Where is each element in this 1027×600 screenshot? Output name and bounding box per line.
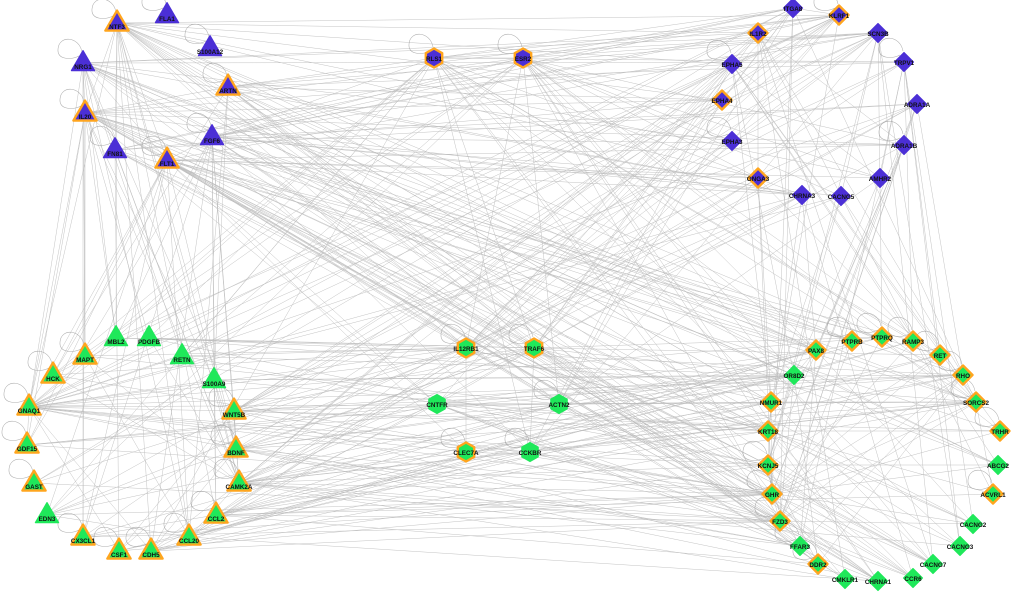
- svg-text:RHO: RHO: [956, 373, 970, 380]
- svg-text:RAMP3: RAMP3: [902, 339, 925, 346]
- svg-text:HCK: HCK: [46, 376, 60, 383]
- svg-text:CHRNA1: CHRNA1: [865, 579, 892, 586]
- svg-text:NMUR1: NMUR1: [760, 400, 783, 407]
- svg-text:TRHR: TRHR: [991, 429, 1009, 436]
- svg-text:PDGFB: PDGFB: [138, 339, 160, 346]
- svg-text:AMHR2: AMHR2: [869, 176, 892, 183]
- svg-text:ESR2: ESR2: [515, 56, 532, 63]
- svg-text:CACNG3: CACNG3: [947, 544, 974, 551]
- svg-text:S100A9: S100A9: [203, 381, 226, 388]
- svg-text:CX3CL1: CX3CL1: [71, 538, 96, 545]
- svg-text:IL1R2: IL1R2: [749, 31, 767, 38]
- svg-text:CAMK2A: CAMK2A: [226, 484, 253, 491]
- svg-text:FLA1: FLA1: [159, 16, 175, 23]
- svg-text:EDN3: EDN3: [39, 516, 56, 523]
- svg-text:CCKBR: CCKBR: [519, 450, 542, 457]
- svg-text:CACNG2: CACNG2: [960, 522, 987, 529]
- svg-text:EPHA3: EPHA3: [722, 139, 743, 146]
- svg-text:MBL2: MBL2: [107, 339, 125, 346]
- svg-text:FLT1: FLT1: [160, 161, 175, 168]
- svg-text:ACTN2: ACTN2: [549, 402, 570, 409]
- svg-text:CSF1: CSF1: [111, 552, 128, 559]
- svg-text:NTF3: NTF3: [109, 24, 125, 31]
- svg-text:KCNJ5: KCNJ5: [758, 463, 779, 470]
- svg-text:RETN: RETN: [173, 357, 191, 364]
- svg-text:CNTFR: CNTFR: [426, 402, 448, 409]
- svg-text:MAPT: MAPT: [76, 357, 94, 364]
- svg-text:ADRA1A: ADRA1A: [904, 102, 931, 109]
- svg-text:CCR6: CCR6: [904, 576, 922, 583]
- svg-text:FN81: FN81: [107, 151, 123, 158]
- svg-text:BDNF: BDNF: [227, 450, 245, 457]
- svg-text:SORCS2: SORCS2: [963, 400, 989, 407]
- svg-text:CMKLR1: CMKLR1: [832, 577, 859, 584]
- svg-text:SCN3B: SCN3B: [867, 31, 889, 38]
- svg-text:OR8D2: OR8D2: [784, 373, 805, 380]
- svg-text:CDH5: CDH5: [142, 552, 160, 559]
- svg-text:FGF6: FGF6: [204, 138, 221, 145]
- svg-text:KRT18: KRT18: [758, 429, 778, 436]
- svg-text:GHR: GHR: [765, 492, 779, 499]
- svg-text:NRG1: NRG1: [74, 64, 92, 71]
- svg-text:GNGA3: GNGA3: [747, 176, 770, 183]
- svg-text:PTPRQ: PTPRQ: [871, 335, 893, 342]
- svg-text:EPHA4: EPHA4: [712, 98, 733, 105]
- svg-text:CCL20: CCL20: [179, 538, 199, 545]
- svg-text:FZD3: FZD3: [772, 519, 788, 526]
- svg-text:EPHA5: EPHA5: [722, 62, 743, 69]
- svg-text:DDR2: DDR2: [809, 562, 827, 569]
- svg-text:RET: RET: [934, 353, 947, 360]
- svg-text:IL12RB1: IL12RB1: [453, 346, 479, 353]
- svg-text:ARTN: ARTN: [219, 88, 237, 95]
- svg-text:CLEC7A: CLEC7A: [453, 450, 479, 457]
- svg-text:RLS1: RLS1: [426, 56, 443, 63]
- svg-text:KLRF1: KLRF1: [829, 13, 850, 20]
- svg-text:ADRA1B: ADRA1B: [891, 143, 918, 150]
- svg-text:CCL2: CCL2: [208, 516, 225, 523]
- svg-text:WNT5B: WNT5B: [223, 412, 246, 419]
- svg-text:GNAQ1: GNAQ1: [18, 408, 41, 415]
- svg-text:CHRNA3: CHRNA3: [789, 193, 816, 200]
- svg-text:ACVRL1: ACVRL1: [980, 492, 1006, 499]
- svg-text:CACNG5: CACNG5: [828, 194, 855, 201]
- svg-text:TRAF6: TRAF6: [524, 346, 545, 353]
- svg-text:ITGA8: ITGA8: [784, 6, 803, 13]
- svg-text:S100A12: S100A12: [197, 49, 224, 56]
- svg-text:TRPV1: TRPV1: [894, 60, 915, 67]
- svg-text:GAST: GAST: [25, 484, 43, 491]
- svg-text:FFAR3: FFAR3: [790, 544, 810, 551]
- svg-text:PTPRB: PTPRB: [841, 339, 863, 346]
- svg-text:ABCG2: ABCG2: [987, 463, 1010, 470]
- svg-text:GDF15: GDF15: [17, 446, 38, 453]
- svg-text:PAX8: PAX8: [808, 348, 824, 355]
- svg-text:IL20: IL20: [79, 114, 92, 121]
- svg-text:CACNG7: CACNG7: [920, 562, 947, 569]
